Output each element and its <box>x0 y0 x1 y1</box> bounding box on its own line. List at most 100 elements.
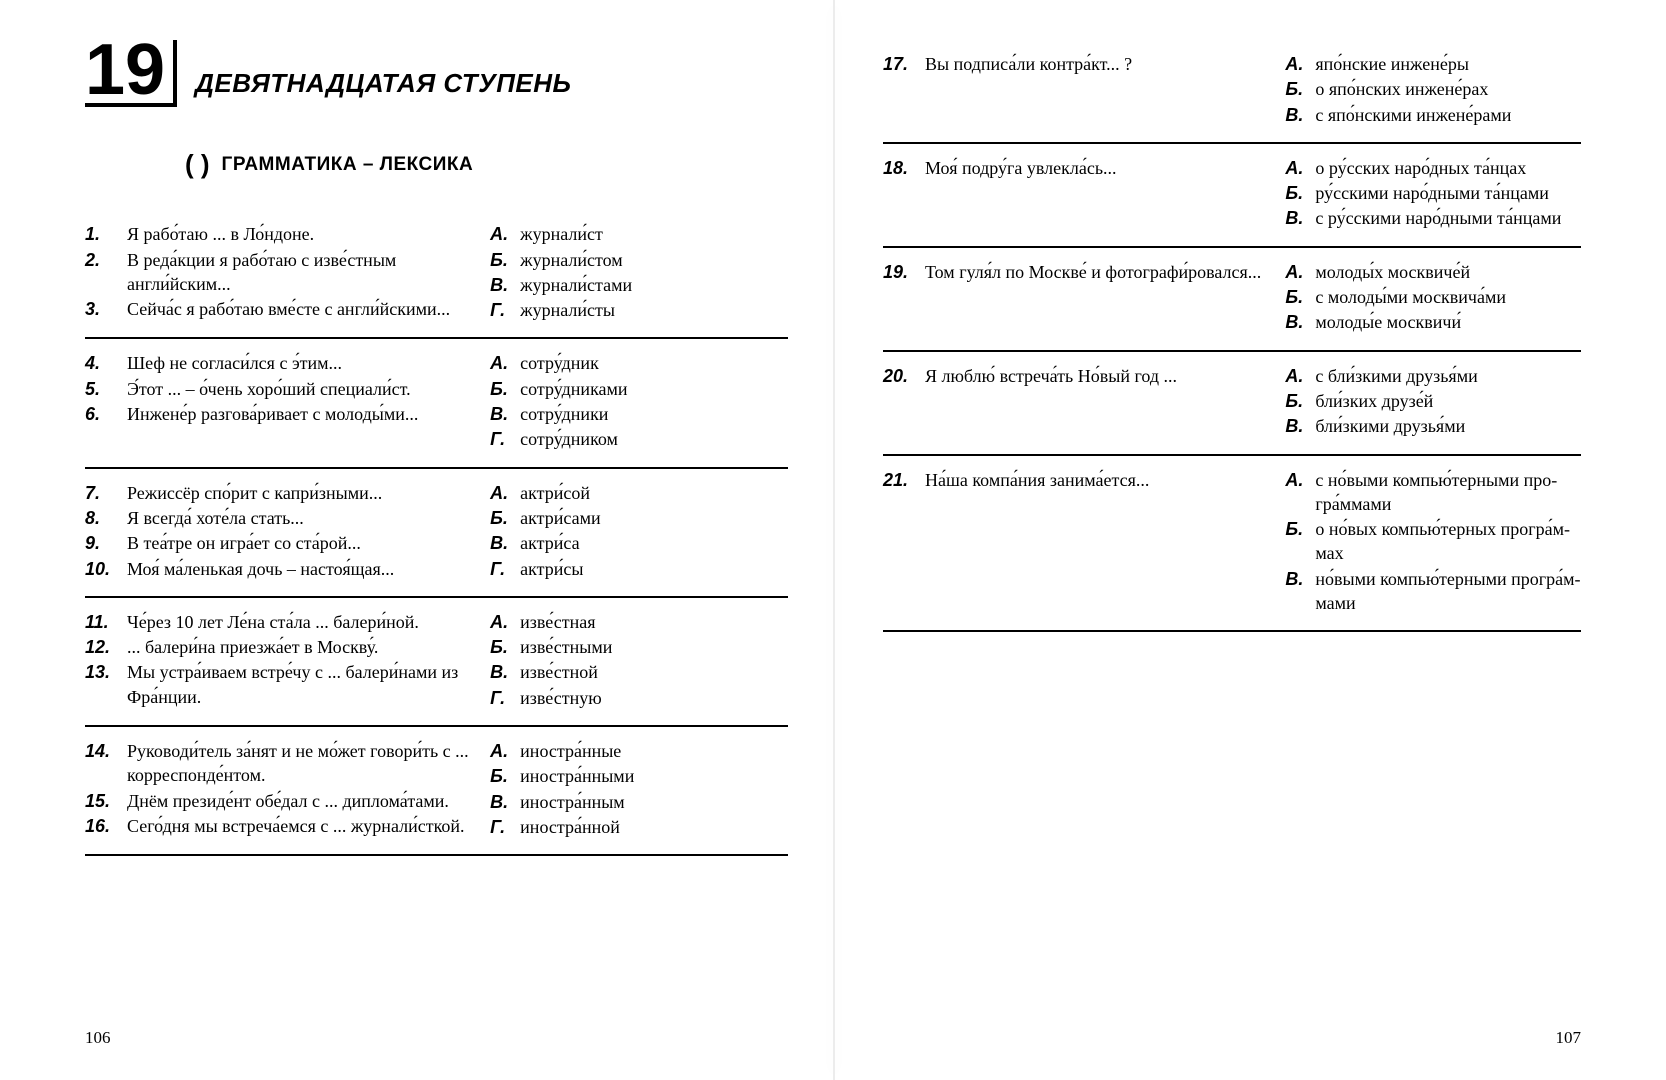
exercise-block: 11.Че́рез 10 лет Ле́на ста́ла ... балери… <box>85 598 788 727</box>
question-row: 20.Я люблю́ встреча́ть Но́вый год ... <box>883 364 1267 388</box>
questions-column: 1.Я рабо́таю ... в Ло́ндоне.2.В реда́кци… <box>85 222 472 323</box>
answer-letter: В. <box>1285 567 1309 591</box>
question-text: Че́рез 10 лет Ле́на ста́ла ... балери́но… <box>127 610 472 634</box>
questions-column: 11.Че́рез 10 лет Ле́на ста́ла ... балери… <box>85 610 472 711</box>
answer-letter: Б. <box>1285 517 1309 541</box>
questions-column: 19.Том гуля́л по Москве́ и фотогра­фи́ро… <box>883 260 1267 336</box>
question-number: 14. <box>85 739 117 788</box>
question-text: Мы устра́иваем встре́чу с ... балери́на­… <box>127 660 472 709</box>
section-title: ГРАММАТИКА – ЛЕКСИКА <box>222 152 474 178</box>
question-row: 2.В реда́кции я рабо́таю с изве́стным ан… <box>85 248 472 297</box>
answer-row: В.но́выми компью́­терными програ́м­мами <box>1285 567 1581 616</box>
answer-text: иностра́нными <box>520 764 788 788</box>
question-row: 8.Я всегда́ хоте́ла стать... <box>85 506 472 530</box>
answer-row: Б.журнали́стом <box>490 248 788 272</box>
answer-row: Г.сотру́дником <box>490 427 788 451</box>
answer-letter: А. <box>1285 260 1309 284</box>
answers-column: А.о ру́сских наро́д­ных та́нцахБ.ру́сски… <box>1285 156 1581 232</box>
question-number: 2. <box>85 248 117 297</box>
question-row: 10. Моя́ ма́ленькая дочь – настоя́щая... <box>85 557 472 581</box>
answer-text: сотру́дником <box>520 427 788 451</box>
exercise-block: 20.Я люблю́ встреча́ть Но́вый год ...А.с… <box>883 352 1581 456</box>
answer-letter: А. <box>1285 364 1309 388</box>
answer-row: А.молоды́х москви­че́й <box>1285 260 1581 284</box>
answer-letter: В. <box>490 273 514 297</box>
answer-text: ру́сскими наро́д­ными та́нцами <box>1315 181 1581 205</box>
answer-text: иностра́нным <box>520 790 788 814</box>
question-number: 21. <box>883 468 915 492</box>
answer-row: Г.иностра́нной <box>490 815 788 839</box>
questions-column: 20.Я люблю́ встреча́ть Но́вый год ... <box>883 364 1267 440</box>
answer-row: Г.актри́сы <box>490 557 788 581</box>
answer-text: сотру́дниками <box>520 377 788 401</box>
answer-letter: А. <box>490 222 514 246</box>
exercise-block: 7.Режиссёр спо́рит с капри́зными...8.Я в… <box>85 469 788 598</box>
answer-row: В.изве́стной <box>490 660 788 684</box>
exercise-block: 4.Шеф не согласи́лся с э́тим...5.Э́тот .… <box>85 339 788 468</box>
answer-letter: В. <box>490 660 514 684</box>
question-number: 3. <box>85 297 117 321</box>
answer-row: Г.изве́стную <box>490 686 788 710</box>
answer-row: В.журнали́стами <box>490 273 788 297</box>
question-text: В теа́тре он игра́ет со ста́рой... <box>127 531 472 555</box>
answers-column: А.молоды́х москви­че́йБ.с молоды́ми моск… <box>1285 260 1581 336</box>
question-number: 7. <box>85 481 117 505</box>
question-row: 9.В теа́тре он игра́ет со ста́рой... <box>85 531 472 555</box>
answer-letter: Г. <box>490 298 514 322</box>
question-number: 16. <box>85 814 117 838</box>
question-text: Я всегда́ хоте́ла стать... <box>127 506 472 530</box>
answers-column: А.изве́стнаяБ.изве́стнымиВ.изве́стнойГ.и… <box>490 610 788 711</box>
answer-row: Б.актри́сами <box>490 506 788 530</box>
answer-row: В.сотру́дники <box>490 402 788 426</box>
answer-letter: Б. <box>490 635 514 659</box>
answers-column: А.япо́нские инже­не́рыБ.о япо́нских инже… <box>1285 52 1581 128</box>
answer-row: А.иностра́нные <box>490 739 788 763</box>
question-text: Днём президе́нт обе́дал с ... диплома́­т… <box>127 789 472 813</box>
answer-text: журнали́сты <box>520 298 788 322</box>
right-question-blocks: 17.Вы подписа́ли контра́кт... ?А.япо́нск… <box>883 40 1581 632</box>
answer-letter: А. <box>490 610 514 634</box>
question-number: 10. <box>85 557 117 581</box>
answer-letter: Б. <box>490 248 514 272</box>
answer-text: изве́стную <box>520 686 788 710</box>
answer-row: Г.журнали́сты <box>490 298 788 322</box>
answer-text: актри́сой <box>520 481 788 505</box>
question-text: Я рабо́таю ... в Ло́ндоне. <box>127 222 472 246</box>
question-row: 3.Сейча́с я рабо́таю вме́сте с англи́й­с… <box>85 297 472 321</box>
exercise-block: 17.Вы подписа́ли контра́кт... ?А.япо́нск… <box>883 40 1581 144</box>
answer-text: япо́нские инже­не́ры <box>1315 52 1581 76</box>
exercise-block: 1.Я рабо́таю ... в Ло́ндоне.2.В реда́кци… <box>85 210 788 339</box>
answer-text: иностра́нные <box>520 739 788 763</box>
answer-row: А.о ру́сских наро́д­ных та́нцах <box>1285 156 1581 180</box>
question-row: 21. На́ша компа́ния занима́ется... <box>883 468 1267 492</box>
answer-text: молоды́е моск­вичи́ <box>1315 310 1581 334</box>
exercise-block: 21. На́ша компа́ния занима́ется... А.с но́… <box>883 456 1581 633</box>
answer-letter: Б. <box>1285 77 1309 101</box>
question-row: 15.Днём президе́нт обе́дал с ... диплома… <box>85 789 472 813</box>
question-text: Шеф не согласи́лся с э́тим... <box>127 351 472 375</box>
answer-row: А.изве́стная <box>490 610 788 634</box>
answer-letter: А. <box>1285 468 1309 492</box>
answer-letter: Г. <box>490 557 514 581</box>
question-text: Моя́ ма́ленькая дочь – настоя́щая... <box>127 557 472 581</box>
answer-row: Б.изве́стными <box>490 635 788 659</box>
question-text: Э́тот ... – о́чень хоро́ший специали́ст. <box>127 377 472 401</box>
question-row: 11.Че́рез 10 лет Ле́на ста́ла ... балери… <box>85 610 472 634</box>
answer-row: А.с но́выми компью́­терными про­гра́ммам… <box>1285 468 1581 517</box>
answers-column: А.актри́сойБ.актри́самиВ.актри́саГ.актри… <box>490 481 788 582</box>
answers-column: А.сотру́дникБ.сотру́дникамиВ.сотру́дники… <box>490 351 788 452</box>
question-number: 12. <box>85 635 117 659</box>
answer-row: Б.ру́сскими наро́д­ными та́нцами <box>1285 181 1581 205</box>
answer-row: Б.иностра́нными <box>490 764 788 788</box>
right-page: 17.Вы подписа́ли контра́кт... ?А.япо́нск… <box>833 25 1616 1055</box>
answer-letter: А. <box>490 739 514 763</box>
question-row: 13.Мы устра́иваем встре́чу с ... балери́… <box>85 660 472 709</box>
page-number-left: 106 <box>85 1027 111 1050</box>
answer-text: изве́стными <box>520 635 788 659</box>
question-text: Том гуля́л по Москве́ и фотогра­фи́ровал… <box>925 260 1267 284</box>
answer-text: журнали́стом <box>520 248 788 272</box>
answer-text: с ру́сскими наро́д­ными та́нцами <box>1315 206 1581 230</box>
question-text: На́ша компа́ния занима́ется... <box>925 468 1267 492</box>
answer-text: с но́выми компью́­терными про­гра́ммами <box>1315 468 1581 517</box>
question-row: 19.Том гуля́л по Москве́ и фотогра­фи́ро… <box>883 260 1267 284</box>
